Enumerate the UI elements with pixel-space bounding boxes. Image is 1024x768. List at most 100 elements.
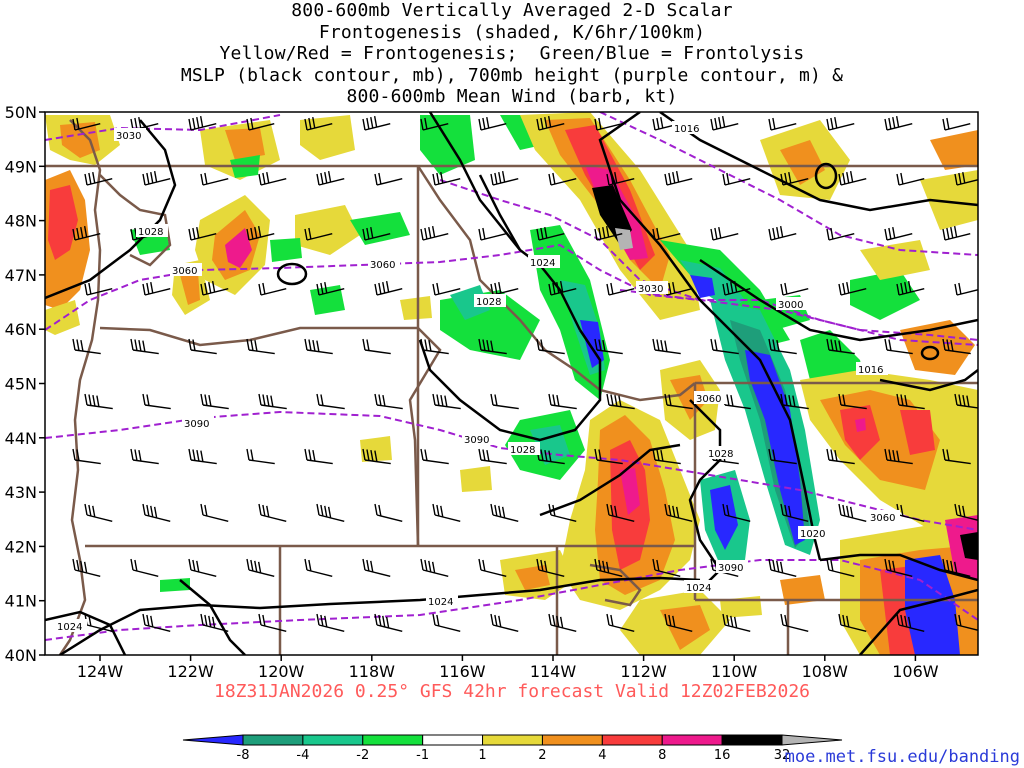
wind-barb — [200, 280, 229, 296]
wind-barb — [374, 172, 403, 186]
wind-barbs — [72, 115, 978, 632]
wind-barb — [432, 613, 461, 632]
wind-barb — [838, 281, 867, 296]
wind-barb — [652, 448, 681, 465]
lat-tick-label: 47N — [5, 266, 37, 285]
colorbar-label: 1 — [478, 748, 486, 763]
wind-barb — [884, 558, 913, 577]
wind-barb — [606, 171, 635, 186]
wind-barb — [304, 558, 333, 577]
lat-tick-label: 42N — [5, 537, 37, 556]
wind-barb — [942, 558, 971, 577]
height-label-3060b: 3060 — [368, 257, 400, 271]
wind-barb — [896, 393, 925, 410]
wind-barb — [838, 503, 867, 522]
colorbar-label: 4 — [598, 748, 606, 763]
svg-text:3090: 3090 — [718, 563, 743, 574]
colorbar-label: 16 — [714, 748, 731, 763]
wind-barb — [954, 613, 978, 631]
lat-tick-label: 46N — [5, 320, 37, 339]
wind-barb — [780, 613, 809, 632]
latitude-axis: 50N 49N 48N 47N 46N 45N 44N 43N 42N 41N 40N — [5, 103, 45, 665]
wind-barb — [362, 448, 391, 465]
wind-barb — [130, 448, 159, 465]
lon-tick-label: 114W — [530, 662, 577, 681]
wind-barb — [606, 282, 635, 296]
wind-barb — [258, 613, 287, 632]
wind-barb — [188, 558, 217, 577]
colorbar-swatch — [362, 734, 424, 746]
longitude-axis: 124W 122W 120W 118W 116W 114W 112W 110W 108W 106W — [77, 655, 939, 681]
wind-barb — [490, 503, 519, 522]
wind-barb — [838, 393, 867, 410]
wind-barb — [606, 393, 635, 410]
lon-tick-label: 120W — [258, 662, 305, 681]
wind-barb — [304, 448, 333, 465]
wind-barb — [374, 613, 403, 632]
contour-labels: 1016 1024 1028 1028 1028 1016 1028 1020 … — [55, 121, 900, 633]
colorbar-swatch — [302, 734, 364, 746]
wind-barb — [838, 170, 867, 186]
wind-barb — [594, 558, 623, 577]
lat-tick-label: 41N — [5, 592, 37, 611]
lon-tick-label: 106W — [892, 662, 939, 681]
wind-barb — [188, 115, 217, 131]
svg-text:3060: 3060 — [370, 260, 395, 271]
colorbar: -8 -4 -2 -1 1 2 4 8 16 32 — [182, 734, 843, 763]
wind-barb — [664, 170, 693, 186]
wind-barb — [142, 613, 171, 632]
wind-barb — [490, 170, 519, 186]
wind-barb — [432, 503, 461, 522]
svg-text:1024: 1024 — [57, 622, 82, 633]
svg-text:3060: 3060 — [696, 394, 721, 405]
wind-barb — [478, 558, 507, 577]
wind-barb — [362, 338, 391, 355]
wind-barb — [652, 558, 681, 577]
colorbar-swatch — [482, 734, 543, 746]
svg-text:3060: 3060 — [172, 266, 197, 277]
wind-barb — [780, 171, 809, 186]
wind-barb — [362, 226, 391, 241]
colorbar-label: 8 — [658, 748, 666, 763]
wind-barb — [304, 116, 333, 131]
height-label-3090b: 3090 — [462, 432, 494, 446]
wind-barb — [664, 613, 693, 632]
colorbar-swatch — [422, 734, 484, 746]
lon-tick-label: 110W — [711, 662, 758, 681]
wind-barb — [188, 226, 217, 241]
wind-barb — [722, 503, 751, 522]
wind-barb — [142, 281, 171, 296]
height-label-3030b: 3030 — [636, 281, 668, 295]
wind-barb — [536, 226, 565, 241]
wind-barb — [884, 338, 913, 355]
wind-barb — [246, 558, 275, 577]
wind-barb — [548, 393, 577, 410]
wind-barb — [594, 338, 623, 355]
wind-barb — [84, 503, 113, 522]
title-line-2: Frontogenesis (shaded, K/6hr/100km) — [318, 21, 706, 43]
svg-text:3090: 3090 — [184, 419, 209, 430]
wind-barb — [490, 393, 519, 410]
wind-barb — [258, 393, 287, 410]
svg-text:1020: 1020 — [800, 529, 825, 540]
wind-barb — [420, 117, 449, 131]
height-label-3090a: 3090 — [182, 416, 214, 430]
mslp-label-1024b: 1024 — [684, 580, 716, 594]
wind-barb — [954, 393, 978, 409]
wind-barb — [826, 558, 855, 577]
wind-barb — [200, 393, 229, 410]
mslp-label-1024d: 1024 — [55, 619, 87, 633]
wind-barb — [142, 503, 171, 522]
lon-tick-label: 124W — [77, 662, 124, 681]
wind-barb — [188, 448, 217, 465]
wind-barb — [548, 172, 577, 186]
wind-barb — [768, 558, 797, 577]
wind-barb — [722, 172, 751, 186]
svg-text:1028: 1028 — [476, 297, 501, 308]
wind-barb — [780, 282, 809, 296]
title-line-3: Yellow/Red = Frontogenesis; Green/Blue =… — [219, 43, 805, 64]
credit-link[interactable]: moe.met.fsu.edu/banding — [784, 747, 1020, 767]
wind-barb — [768, 338, 797, 355]
wind-barb — [536, 558, 565, 577]
wind-barb — [896, 613, 925, 632]
